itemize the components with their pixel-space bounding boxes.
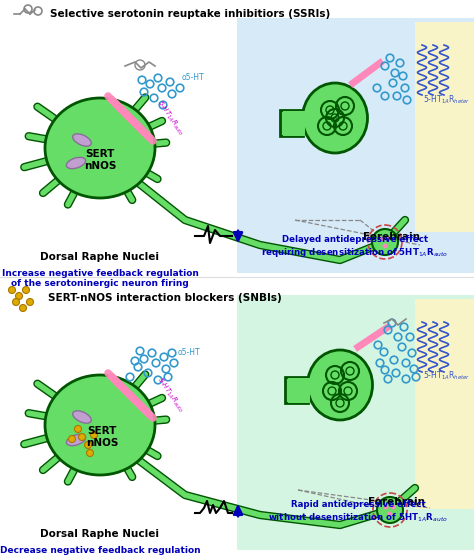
Text: Delayed antidepressive effect
requiring desensitization of 5HT$_{1A}$R$_{auto}$: Delayed antidepressive effect requiring …: [261, 235, 449, 259]
Text: SERT-nNOS interaction blockers (SNBIs): SERT-nNOS interaction blockers (SNBIs): [48, 293, 282, 303]
Text: Decrease negative feedback regulation
of the serotoninergic neuron firing: Decrease negative feedback regulation of…: [0, 546, 201, 555]
Text: Dorsal Raphe Nuclei: Dorsal Raphe Nuclei: [40, 252, 159, 262]
Text: Rapid antidepressive effect
without desensitization of 5HT$_{1A}$R$_{auto}$: Rapid antidepressive effect without dese…: [268, 500, 448, 523]
Ellipse shape: [45, 375, 155, 475]
Text: 5-HT$_{1A}$R$_{heter}$: 5-HT$_{1A}$R$_{heter}$: [423, 94, 470, 107]
Circle shape: [79, 433, 85, 441]
Text: o5-HT: o5-HT: [178, 348, 201, 357]
Circle shape: [91, 431, 98, 438]
Circle shape: [27, 299, 34, 305]
Ellipse shape: [66, 435, 86, 446]
Circle shape: [9, 286, 16, 294]
Bar: [415, 299, 474, 509]
Circle shape: [385, 236, 391, 241]
Bar: [283, 111, 305, 136]
Text: 5-HT$_{1A}$R$_{auto}$: 5-HT$_{1A}$R$_{auto}$: [154, 98, 186, 137]
Bar: [237, 295, 474, 550]
Bar: [237, 18, 474, 273]
Text: Selective serotonin reuptake inhibitiors (SSRIs): Selective serotonin reuptake inhibitiors…: [50, 9, 330, 19]
Circle shape: [22, 286, 29, 294]
Circle shape: [388, 512, 392, 517]
Polygon shape: [285, 377, 308, 403]
Circle shape: [69, 436, 75, 442]
Text: Forebrain: Forebrain: [368, 497, 425, 507]
Circle shape: [377, 497, 403, 523]
Text: Dorsal Raphe Nuclei: Dorsal Raphe Nuclei: [40, 529, 159, 539]
Polygon shape: [280, 110, 303, 136]
Text: 5-HT$_{1A}$R$_{heter}$: 5-HT$_{1A}$R$_{heter}$: [423, 369, 470, 381]
Text: SERT
nNOS: SERT nNOS: [84, 149, 116, 171]
Circle shape: [391, 504, 395, 509]
Circle shape: [74, 426, 82, 432]
Ellipse shape: [73, 411, 91, 423]
Text: Forebrain: Forebrain: [363, 232, 420, 242]
Circle shape: [19, 305, 27, 311]
Circle shape: [379, 236, 383, 241]
Bar: [415, 22, 474, 232]
Circle shape: [383, 244, 388, 249]
Text: 5-HT$_{1A}$R$_{auto}$: 5-HT$_{1A}$R$_{auto}$: [154, 375, 186, 414]
Circle shape: [86, 450, 93, 457]
Text: SERT
nNOS: SERT nNOS: [86, 426, 118, 448]
Text: Increase negative feedback regulation
of the serotoninergic neuron firing: Increase negative feedback regulation of…: [1, 269, 199, 288]
Circle shape: [84, 441, 91, 448]
Circle shape: [16, 292, 22, 300]
Text: o5-HT: o5-HT: [182, 73, 205, 82]
Circle shape: [372, 229, 398, 255]
Ellipse shape: [45, 98, 155, 198]
Circle shape: [12, 299, 19, 305]
Bar: [288, 378, 310, 403]
Ellipse shape: [73, 134, 91, 146]
Ellipse shape: [66, 157, 86, 169]
Circle shape: [383, 504, 389, 509]
Ellipse shape: [302, 83, 367, 153]
Ellipse shape: [308, 350, 373, 420]
